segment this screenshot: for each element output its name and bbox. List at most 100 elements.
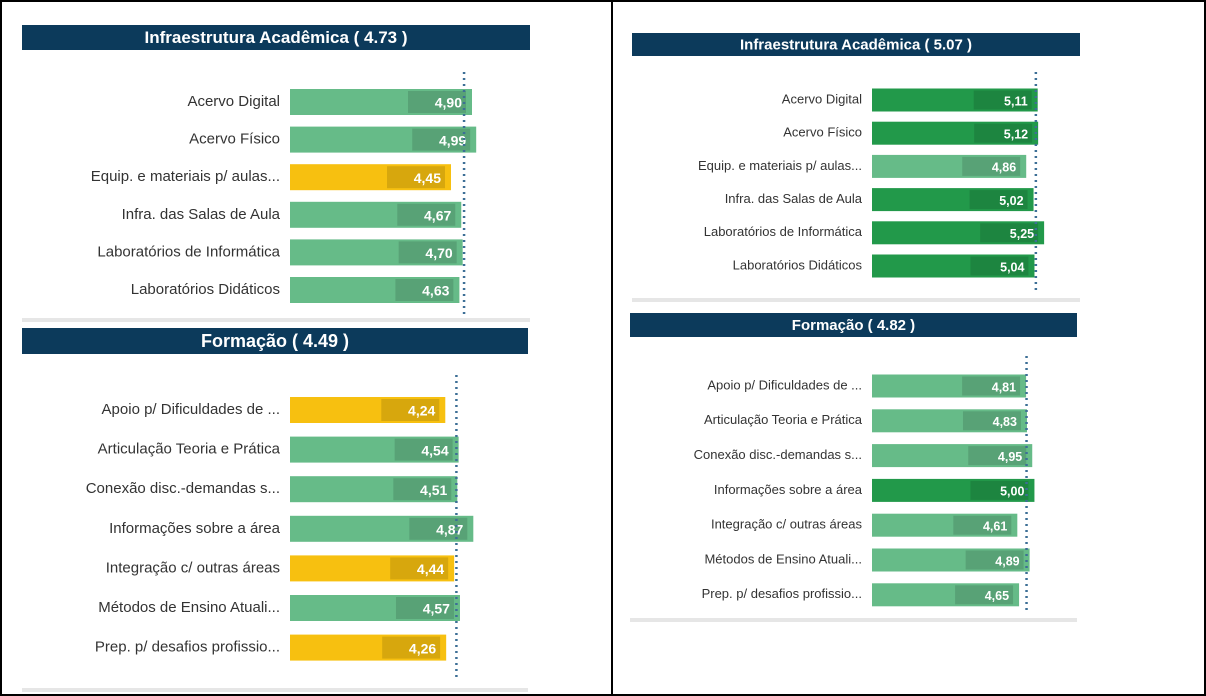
- category-label: Laboratórios Didáticos: [131, 281, 280, 298]
- category-label: Laboratórios de Informática: [704, 224, 863, 239]
- value-label-box: [394, 438, 453, 461]
- category-label: Equip. e materiais p/ aulas...: [91, 168, 280, 185]
- title-bar: [22, 25, 530, 50]
- category-label: Prep. p/ desafios profissio...: [702, 586, 862, 601]
- value-label: 5,02: [999, 194, 1023, 208]
- value-label: 4,67: [424, 208, 451, 224]
- category-label: Métodos de Ensino Atuali...: [704, 551, 862, 566]
- bar: [290, 595, 460, 621]
- category-label: Articulação Teoria e Prática: [98, 441, 281, 458]
- category-label: Conexão disc.-demandas s...: [694, 447, 862, 462]
- value-label-box: [970, 256, 1029, 276]
- category-label: Laboratórios de Informática: [97, 243, 280, 260]
- category-label: Informações sobre a área: [109, 520, 281, 537]
- value-label-box: [962, 411, 1021, 431]
- value-label: 4,61: [983, 519, 1007, 533]
- value-label: 4,51: [420, 482, 447, 498]
- category-label: Infra. das Salas de Aula: [725, 191, 863, 206]
- value-label: 4,54: [421, 442, 448, 458]
- value-label-box: [973, 90, 1032, 110]
- value-label-box: [970, 480, 1029, 500]
- value-label: 4,81: [992, 380, 1016, 394]
- bar: [290, 555, 455, 582]
- category-label: Métodos de Ensino Atuali...: [98, 599, 280, 616]
- value-label: 4,70: [425, 245, 452, 261]
- bar: [290, 201, 462, 228]
- value-label-box: [955, 585, 1014, 605]
- bar: [290, 277, 460, 303]
- value-label-box: [968, 446, 1027, 466]
- value-label: 4,44: [417, 561, 444, 577]
- bar: [872, 374, 1027, 398]
- value-label-box: [387, 166, 445, 189]
- bar: [290, 515, 474, 542]
- category-label: Integração c/ outras áreas: [711, 517, 863, 532]
- bar: [290, 126, 477, 153]
- category-label: Informações sobre a área: [714, 482, 863, 497]
- value-label-box: [962, 376, 1021, 396]
- value-label: 5,25: [1010, 227, 1034, 241]
- panel-shadow: [630, 618, 1077, 622]
- value-label: 4,95: [998, 450, 1022, 464]
- value-label-box: [395, 279, 454, 301]
- title-bar: [22, 328, 528, 354]
- panel-shadow: [22, 688, 528, 692]
- value-label-box: [390, 557, 449, 580]
- value-label-box: [953, 515, 1012, 535]
- title-bar: [632, 33, 1080, 56]
- value-label: 4,86: [992, 161, 1016, 175]
- value-label-box: [397, 203, 456, 226]
- chart-title: Infraestrutura Acadêmica ( 4.73 ): [145, 28, 408, 47]
- value-label: 4,57: [423, 601, 450, 617]
- value-label: 4,90: [435, 95, 462, 111]
- value-label: 4,45: [414, 170, 441, 186]
- bar: [872, 478, 1035, 502]
- category-label: Apoio p/ Dificuldades de ...: [707, 377, 862, 392]
- bar: [872, 409, 1027, 433]
- bar: [290, 397, 446, 423]
- value-label: 4,26: [409, 640, 436, 656]
- value-label-box: [965, 550, 1024, 570]
- category-label: Prep. p/ desafios profissio...: [95, 639, 280, 656]
- value-label-box: [974, 123, 1033, 143]
- bar: [872, 154, 1027, 178]
- value-label-box: [962, 156, 1021, 176]
- value-label-box: [408, 91, 466, 113]
- category-label: Conexão disc.-demandas s...: [86, 480, 280, 497]
- chart-title: Infraestrutura Acadêmica ( 5.07 ): [740, 36, 972, 53]
- value-label-box: [969, 190, 1028, 210]
- value-label: 5,12: [1004, 127, 1028, 141]
- panel-shadow: [22, 318, 530, 322]
- bar: [290, 89, 472, 115]
- category-label: Acervo Digital: [782, 91, 862, 106]
- value-label: 5,04: [1000, 260, 1024, 274]
- category-label: Acervo Físico: [189, 131, 280, 148]
- chart-title: Formação ( 4.82 ): [792, 317, 915, 334]
- value-label: 4,89: [995, 554, 1019, 568]
- value-label: 4,63: [422, 283, 449, 299]
- value-label-box: [393, 478, 452, 501]
- bar: [872, 583, 1020, 607]
- value-label-box: [409, 517, 468, 540]
- category-label: Laboratórios Didáticos: [733, 257, 863, 272]
- value-label: 5,11: [1004, 94, 1028, 108]
- bar: [872, 444, 1033, 468]
- bar: [290, 436, 459, 463]
- chart-title: Formação ( 4.49 ): [201, 331, 349, 351]
- bar: [872, 548, 1030, 572]
- category-label: Acervo Digital: [187, 93, 280, 110]
- value-label-box: [381, 399, 440, 421]
- bar: [290, 239, 463, 266]
- bar: [872, 188, 1034, 212]
- value-label-box: [398, 241, 457, 264]
- title-bar: [630, 313, 1077, 337]
- bar: [872, 88, 1038, 112]
- panel-shadow: [632, 298, 1080, 302]
- value-label-box: [412, 128, 471, 151]
- category-label: Infra. das Salas de Aula: [122, 206, 281, 223]
- value-label: 4,83: [993, 415, 1017, 429]
- bar: [290, 164, 451, 191]
- bar: [872, 221, 1045, 245]
- category-label: Integração c/ outras áreas: [106, 559, 280, 576]
